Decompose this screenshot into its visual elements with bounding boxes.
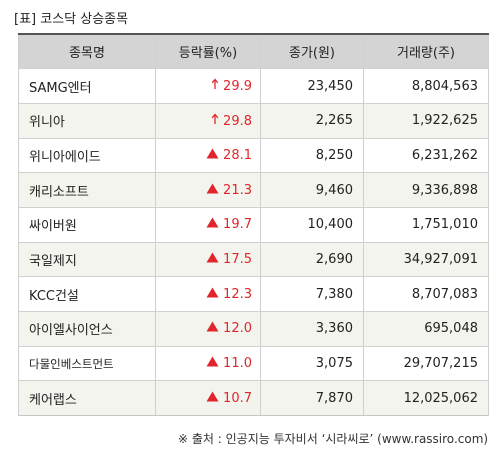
up-triangle-icon xyxy=(206,391,219,405)
stock-name: 캐리소프트 xyxy=(18,172,156,208)
trade-volume: 8,707,083 xyxy=(363,276,489,312)
table-header-row: 종목명 등락률(%) 종가(원) 거래량(주) xyxy=(18,33,489,70)
up-triangle-icon xyxy=(206,217,219,231)
table-row: 케어랩스 10.7 7,870 12,025,062 xyxy=(18,380,489,417)
trade-volume: 34,927,091 xyxy=(363,241,489,278)
header-change: 등락률(%) xyxy=(155,33,261,70)
change-value: 12.0 xyxy=(223,321,252,337)
up-triangle-icon xyxy=(206,252,219,266)
stock-name: 위니아에이드 xyxy=(18,137,156,174)
trade-volume: 9,336,898 xyxy=(363,172,489,208)
header-name: 종목명 xyxy=(18,33,156,70)
table-row: 위니아 29.8 2,265 1,922,625 xyxy=(18,102,489,139)
table-row: 싸이버원 19.7 10,400 1,751,010 xyxy=(18,206,489,243)
stock-name: 위니아 xyxy=(18,102,156,139)
stock-name: KCC건설 xyxy=(18,276,156,312)
trade-volume: 12,025,062 xyxy=(363,380,489,417)
trade-volume: 6,231,262 xyxy=(363,137,489,174)
table-row: KCC건설 12.3 7,380 8,707,083 xyxy=(18,276,489,312)
table-row: 다물인베스트먼트 11.0 3,075 29,707,215 xyxy=(18,345,489,382)
trade-volume: 1,922,625 xyxy=(363,102,489,139)
up-triangle-icon xyxy=(206,287,219,301)
close-price: 3,360 xyxy=(260,311,364,347)
change-cell: 19.7 xyxy=(155,206,261,243)
trade-volume: 1,751,010 xyxy=(363,206,489,243)
table-row: 국일제지 17.5 2,690 34,927,091 xyxy=(18,241,489,278)
close-price: 7,380 xyxy=(260,276,364,312)
close-price: 3,075 xyxy=(260,345,364,382)
change-value: 11.0 xyxy=(223,356,252,372)
close-price: 7,870 xyxy=(260,380,364,417)
change-cell: 17.5 xyxy=(155,241,261,278)
header-close: 종가(원) xyxy=(260,33,364,70)
source-footnote: ※ 출처 : 인공지능 투자비서 ‘시라씨로’ (www.rassiro.com… xyxy=(178,432,489,446)
stock-name: SAMG엔터 xyxy=(18,68,156,104)
up-triangle-icon xyxy=(206,148,219,162)
change-cell: 12.0 xyxy=(155,311,261,347)
trade-volume: 29,707,215 xyxy=(363,345,489,382)
close-price: 10,400 xyxy=(260,206,364,243)
change-value: 19.7 xyxy=(223,217,252,233)
table-row: 캐리소프트 21.3 9,460 9,336,898 xyxy=(18,172,489,208)
close-price: 2,690 xyxy=(260,241,364,278)
close-price: 2,265 xyxy=(260,102,364,139)
change-cell: 21.3 xyxy=(155,172,261,208)
close-price: 9,460 xyxy=(260,172,364,208)
change-cell: 29.8 xyxy=(155,102,261,139)
change-value: 21.3 xyxy=(223,182,252,198)
stock-name: 아이엘사이언스 xyxy=(18,311,156,347)
table-row: SAMG엔터 29.9 23,450 8,804,563 xyxy=(18,68,489,104)
change-value: 29.9 xyxy=(223,79,252,95)
change-value: 29.8 xyxy=(223,113,252,129)
trade-volume: 695,048 xyxy=(363,311,489,347)
kosdaq-gainers-table: 종목명 등락률(%) 종가(원) 거래량(주) SAMG엔터 29.9 23,450… xyxy=(18,33,489,417)
close-price: 8,250 xyxy=(260,137,364,174)
table-row: 위니아에이드 28.1 8,250 6,231,262 xyxy=(18,137,489,174)
table-row: 아이엘사이언스 12.0 3,360 695,048 xyxy=(18,311,489,347)
change-value: 17.5 xyxy=(223,251,252,267)
stock-name: 싸이버원 xyxy=(18,206,156,243)
change-value: 10.7 xyxy=(223,390,252,406)
up-triangle-icon xyxy=(206,183,219,197)
change-cell: 11.0 xyxy=(155,345,261,382)
up-limit-arrow-icon xyxy=(211,78,219,93)
up-limit-arrow-icon xyxy=(211,113,219,128)
stock-name: 케어랩스 xyxy=(18,380,156,417)
up-triangle-icon xyxy=(206,356,219,370)
up-triangle-icon xyxy=(206,321,219,335)
change-cell: 10.7 xyxy=(155,380,261,417)
change-value: 28.1 xyxy=(223,147,252,163)
change-cell: 28.1 xyxy=(155,137,261,174)
change-cell: 29.9 xyxy=(155,68,261,104)
stock-name: 국일제지 xyxy=(18,241,156,278)
change-value: 12.3 xyxy=(223,286,252,302)
header-volume: 거래량(주) xyxy=(363,33,489,70)
close-price: 23,450 xyxy=(260,68,364,104)
page-title: [표] 코스닥 상승종목 xyxy=(14,12,129,27)
change-cell: 12.3 xyxy=(155,276,261,312)
trade-volume: 8,804,563 xyxy=(363,68,489,104)
stock-name: 다물인베스트먼트 xyxy=(18,345,156,382)
